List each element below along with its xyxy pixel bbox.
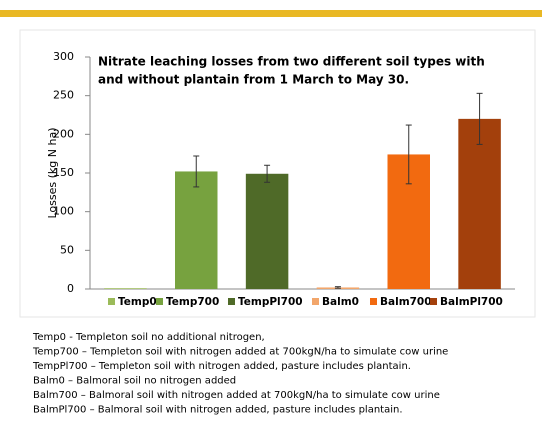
- y-tick-label: 200: [53, 127, 74, 140]
- legend-swatch: [108, 298, 115, 305]
- legend-label: Balm0: [322, 296, 359, 308]
- legend-label: Temp700: [166, 296, 219, 308]
- note: Temp0 - Templeton soil no additional nit…: [32, 332, 265, 343]
- legend-label: TempPl700: [238, 296, 303, 308]
- note: BalmPl700 – Balmoral soil with nitrogen …: [33, 405, 403, 416]
- note: TempPl700 – Templeton soil with nitrogen…: [32, 361, 411, 372]
- bar: [104, 288, 147, 289]
- y-tick-label: 150: [53, 166, 74, 179]
- legend-swatch: [228, 298, 235, 305]
- top-band: [0, 10, 542, 17]
- note: Balm0 – Balmoral soil no nitrogen added: [33, 376, 236, 387]
- y-tick-label: 0: [67, 282, 74, 295]
- bar: [458, 118, 501, 289]
- legend-label: BalmPl700: [440, 296, 503, 308]
- bar: [245, 173, 289, 289]
- legend-label: Temp0: [118, 296, 157, 308]
- y-tick-label: 250: [53, 89, 74, 102]
- chart-title: Nitrate leaching losses from two differe…: [98, 55, 485, 69]
- legend-swatch: [430, 298, 437, 305]
- legend-swatch: [370, 298, 377, 305]
- legend-label: Balm700: [380, 296, 432, 308]
- note: Temp700 – Templeton soil with nitrogen a…: [32, 347, 448, 358]
- y-axis-label: Losses (kg N ha): [46, 128, 59, 219]
- legend-swatch: [156, 298, 163, 305]
- note: Balm700 – Balmoral soil with nitrogen ad…: [33, 390, 440, 401]
- bar: [175, 171, 218, 289]
- y-tick-label: 50: [60, 243, 74, 256]
- legend-swatch: [312, 298, 319, 305]
- chart-frame: [19, 29, 536, 318]
- chart-title: and without plantain from 1 March to May…: [98, 73, 409, 87]
- y-tick-label: 100: [53, 205, 74, 218]
- y-tick-label: 300: [53, 50, 74, 63]
